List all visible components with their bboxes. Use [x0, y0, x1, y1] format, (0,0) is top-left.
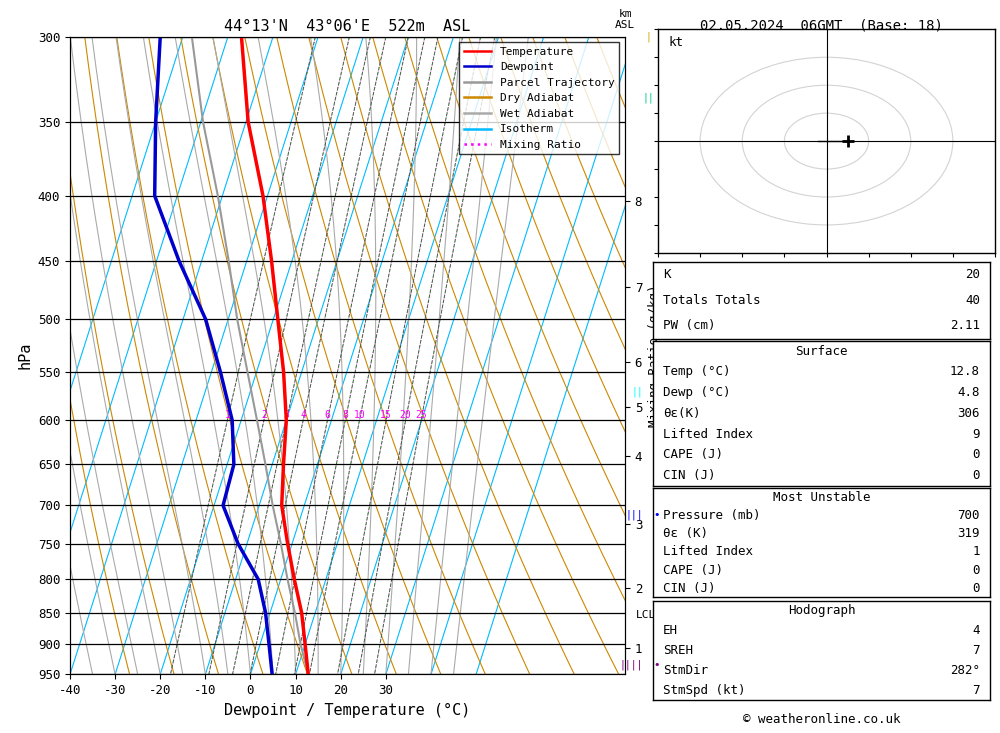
- Text: ||||: ||||: [620, 660, 643, 671]
- Text: ||: ||: [631, 386, 643, 397]
- Text: K: K: [663, 268, 671, 281]
- Text: 8: 8: [342, 410, 348, 420]
- Text: θε(K): θε(K): [663, 407, 701, 420]
- Text: 15: 15: [380, 410, 392, 420]
- Text: 0: 0: [972, 449, 980, 461]
- Text: 7: 7: [972, 684, 980, 696]
- Text: 20: 20: [965, 268, 980, 281]
- Text: CAPE (J): CAPE (J): [663, 564, 723, 577]
- Text: kt: kt: [668, 36, 683, 49]
- Text: 20: 20: [400, 410, 412, 420]
- Text: 0: 0: [972, 582, 980, 594]
- Text: •: •: [653, 660, 660, 670]
- Text: 6: 6: [325, 410, 330, 420]
- Text: Pressure (mb): Pressure (mb): [663, 509, 761, 522]
- Text: 4: 4: [972, 625, 980, 637]
- X-axis label: Dewpoint / Temperature (°C): Dewpoint / Temperature (°C): [224, 703, 471, 718]
- Text: 40: 40: [965, 294, 980, 306]
- Text: Most Unstable: Most Unstable: [773, 491, 870, 504]
- Text: StmDir: StmDir: [663, 664, 708, 677]
- Text: Lifted Index: Lifted Index: [663, 427, 753, 441]
- Text: PW (cm): PW (cm): [663, 320, 716, 332]
- Text: •: •: [653, 510, 660, 520]
- Text: 4.8: 4.8: [957, 386, 980, 399]
- Y-axis label: hPa: hPa: [17, 342, 32, 369]
- Text: 2.11: 2.11: [950, 320, 980, 332]
- Text: © weatheronline.co.uk: © weatheronline.co.uk: [743, 712, 900, 726]
- Title: 44°13'N  43°06'E  522m  ASL: 44°13'N 43°06'E 522m ASL: [224, 19, 471, 34]
- Text: 12.8: 12.8: [950, 366, 980, 378]
- Text: ||: ||: [642, 93, 654, 103]
- Text: SREH: SREH: [663, 644, 693, 657]
- Text: 9: 9: [972, 427, 980, 441]
- Text: 282°: 282°: [950, 664, 980, 677]
- Text: |||: |||: [625, 510, 643, 520]
- Text: 1: 1: [224, 410, 230, 420]
- Text: 0: 0: [972, 469, 980, 482]
- Y-axis label: Mixing Ratio (g/kg): Mixing Ratio (g/kg): [648, 284, 661, 427]
- Text: LCL: LCL: [636, 610, 656, 620]
- Text: 306: 306: [957, 407, 980, 420]
- Text: Dewp (°C): Dewp (°C): [663, 386, 731, 399]
- Text: CAPE (J): CAPE (J): [663, 449, 723, 461]
- Text: Surface: Surface: [795, 345, 848, 358]
- Text: Hodograph: Hodograph: [788, 605, 855, 617]
- Text: 700: 700: [957, 509, 980, 522]
- Text: 1: 1: [972, 545, 980, 559]
- Text: 319: 319: [957, 527, 980, 540]
- Text: Lifted Index: Lifted Index: [663, 545, 753, 559]
- Text: CIN (J): CIN (J): [663, 469, 716, 482]
- Text: |: |: [645, 32, 651, 42]
- Text: 3: 3: [284, 410, 289, 420]
- Text: 2: 2: [261, 410, 267, 420]
- Text: km
ASL: km ASL: [615, 9, 635, 30]
- Text: EH: EH: [663, 625, 678, 637]
- Text: 4: 4: [300, 410, 306, 420]
- Text: θε (K): θε (K): [663, 527, 708, 540]
- Text: 10: 10: [354, 410, 365, 420]
- Text: CIN (J): CIN (J): [663, 582, 716, 594]
- Text: 02.05.2024  06GMT  (Base: 18): 02.05.2024 06GMT (Base: 18): [700, 18, 943, 32]
- Text: 7: 7: [972, 644, 980, 657]
- Text: Totals Totals: Totals Totals: [663, 294, 761, 306]
- Text: 25: 25: [415, 410, 427, 420]
- Legend: Temperature, Dewpoint, Parcel Trajectory, Dry Adiabat, Wet Adiabat, Isotherm, Mi: Temperature, Dewpoint, Parcel Trajectory…: [459, 43, 619, 155]
- Text: Temp (°C): Temp (°C): [663, 366, 731, 378]
- Text: 0: 0: [972, 564, 980, 577]
- Text: StmSpd (kt): StmSpd (kt): [663, 684, 746, 696]
